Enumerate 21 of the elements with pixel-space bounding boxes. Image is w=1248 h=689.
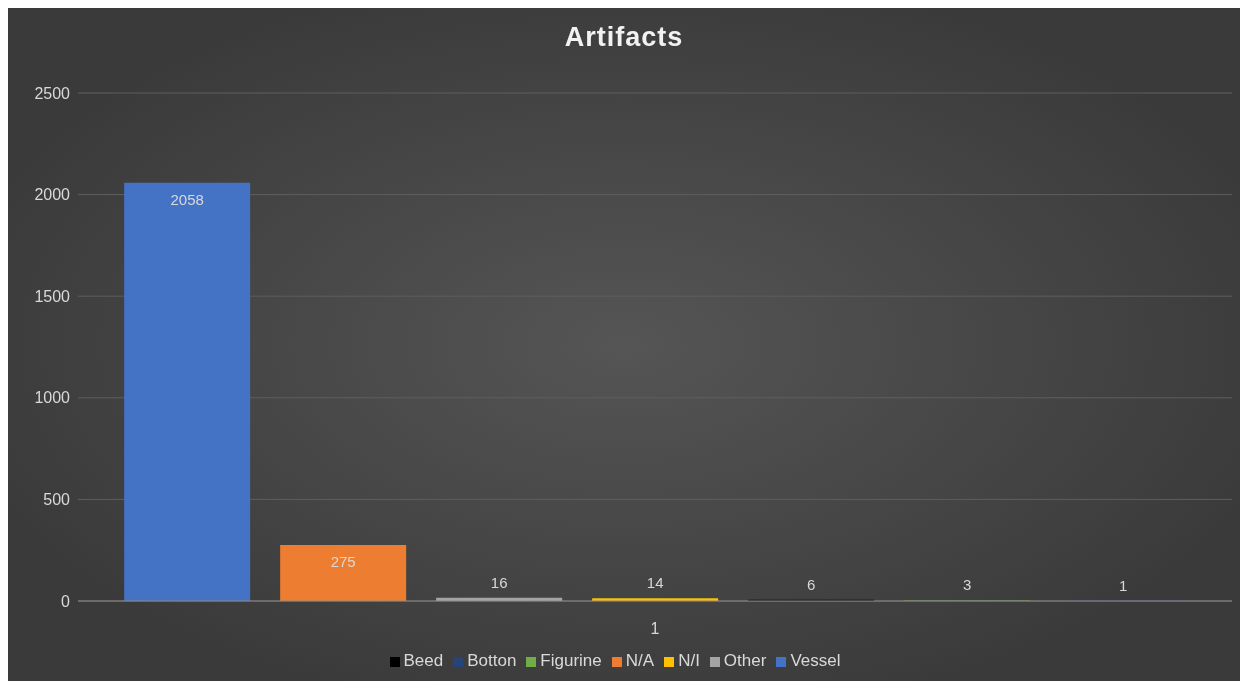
y-tick-label: 500 — [43, 491, 71, 509]
legend-label: N/I — [678, 651, 700, 670]
y-tick-label: 0 — [61, 592, 71, 610]
data-label: 1 — [1118, 576, 1128, 594]
legend-label: Beed — [403, 651, 444, 670]
data-label: 6 — [806, 575, 816, 593]
legend-label: Figurine — [540, 651, 602, 670]
data-label: 3 — [962, 576, 972, 594]
y-tick-label: 1500 — [34, 287, 71, 305]
data-label: 14 — [646, 574, 664, 592]
y-tick-label: 1000 — [34, 389, 71, 407]
data-label: 16 — [490, 573, 508, 591]
legend-label: Botton — [467, 651, 517, 670]
data-label: 2058 — [170, 190, 204, 208]
legend-label: N/A — [625, 651, 655, 670]
y-tick-label: 2000 — [34, 186, 71, 204]
data-label: 275 — [330, 553, 356, 571]
legend-label: Other — [723, 651, 767, 670]
legend-label: Vessel — [790, 651, 841, 670]
y-tick-label: 2500 — [34, 84, 71, 102]
chart-title: Artifacts — [563, 22, 685, 53]
